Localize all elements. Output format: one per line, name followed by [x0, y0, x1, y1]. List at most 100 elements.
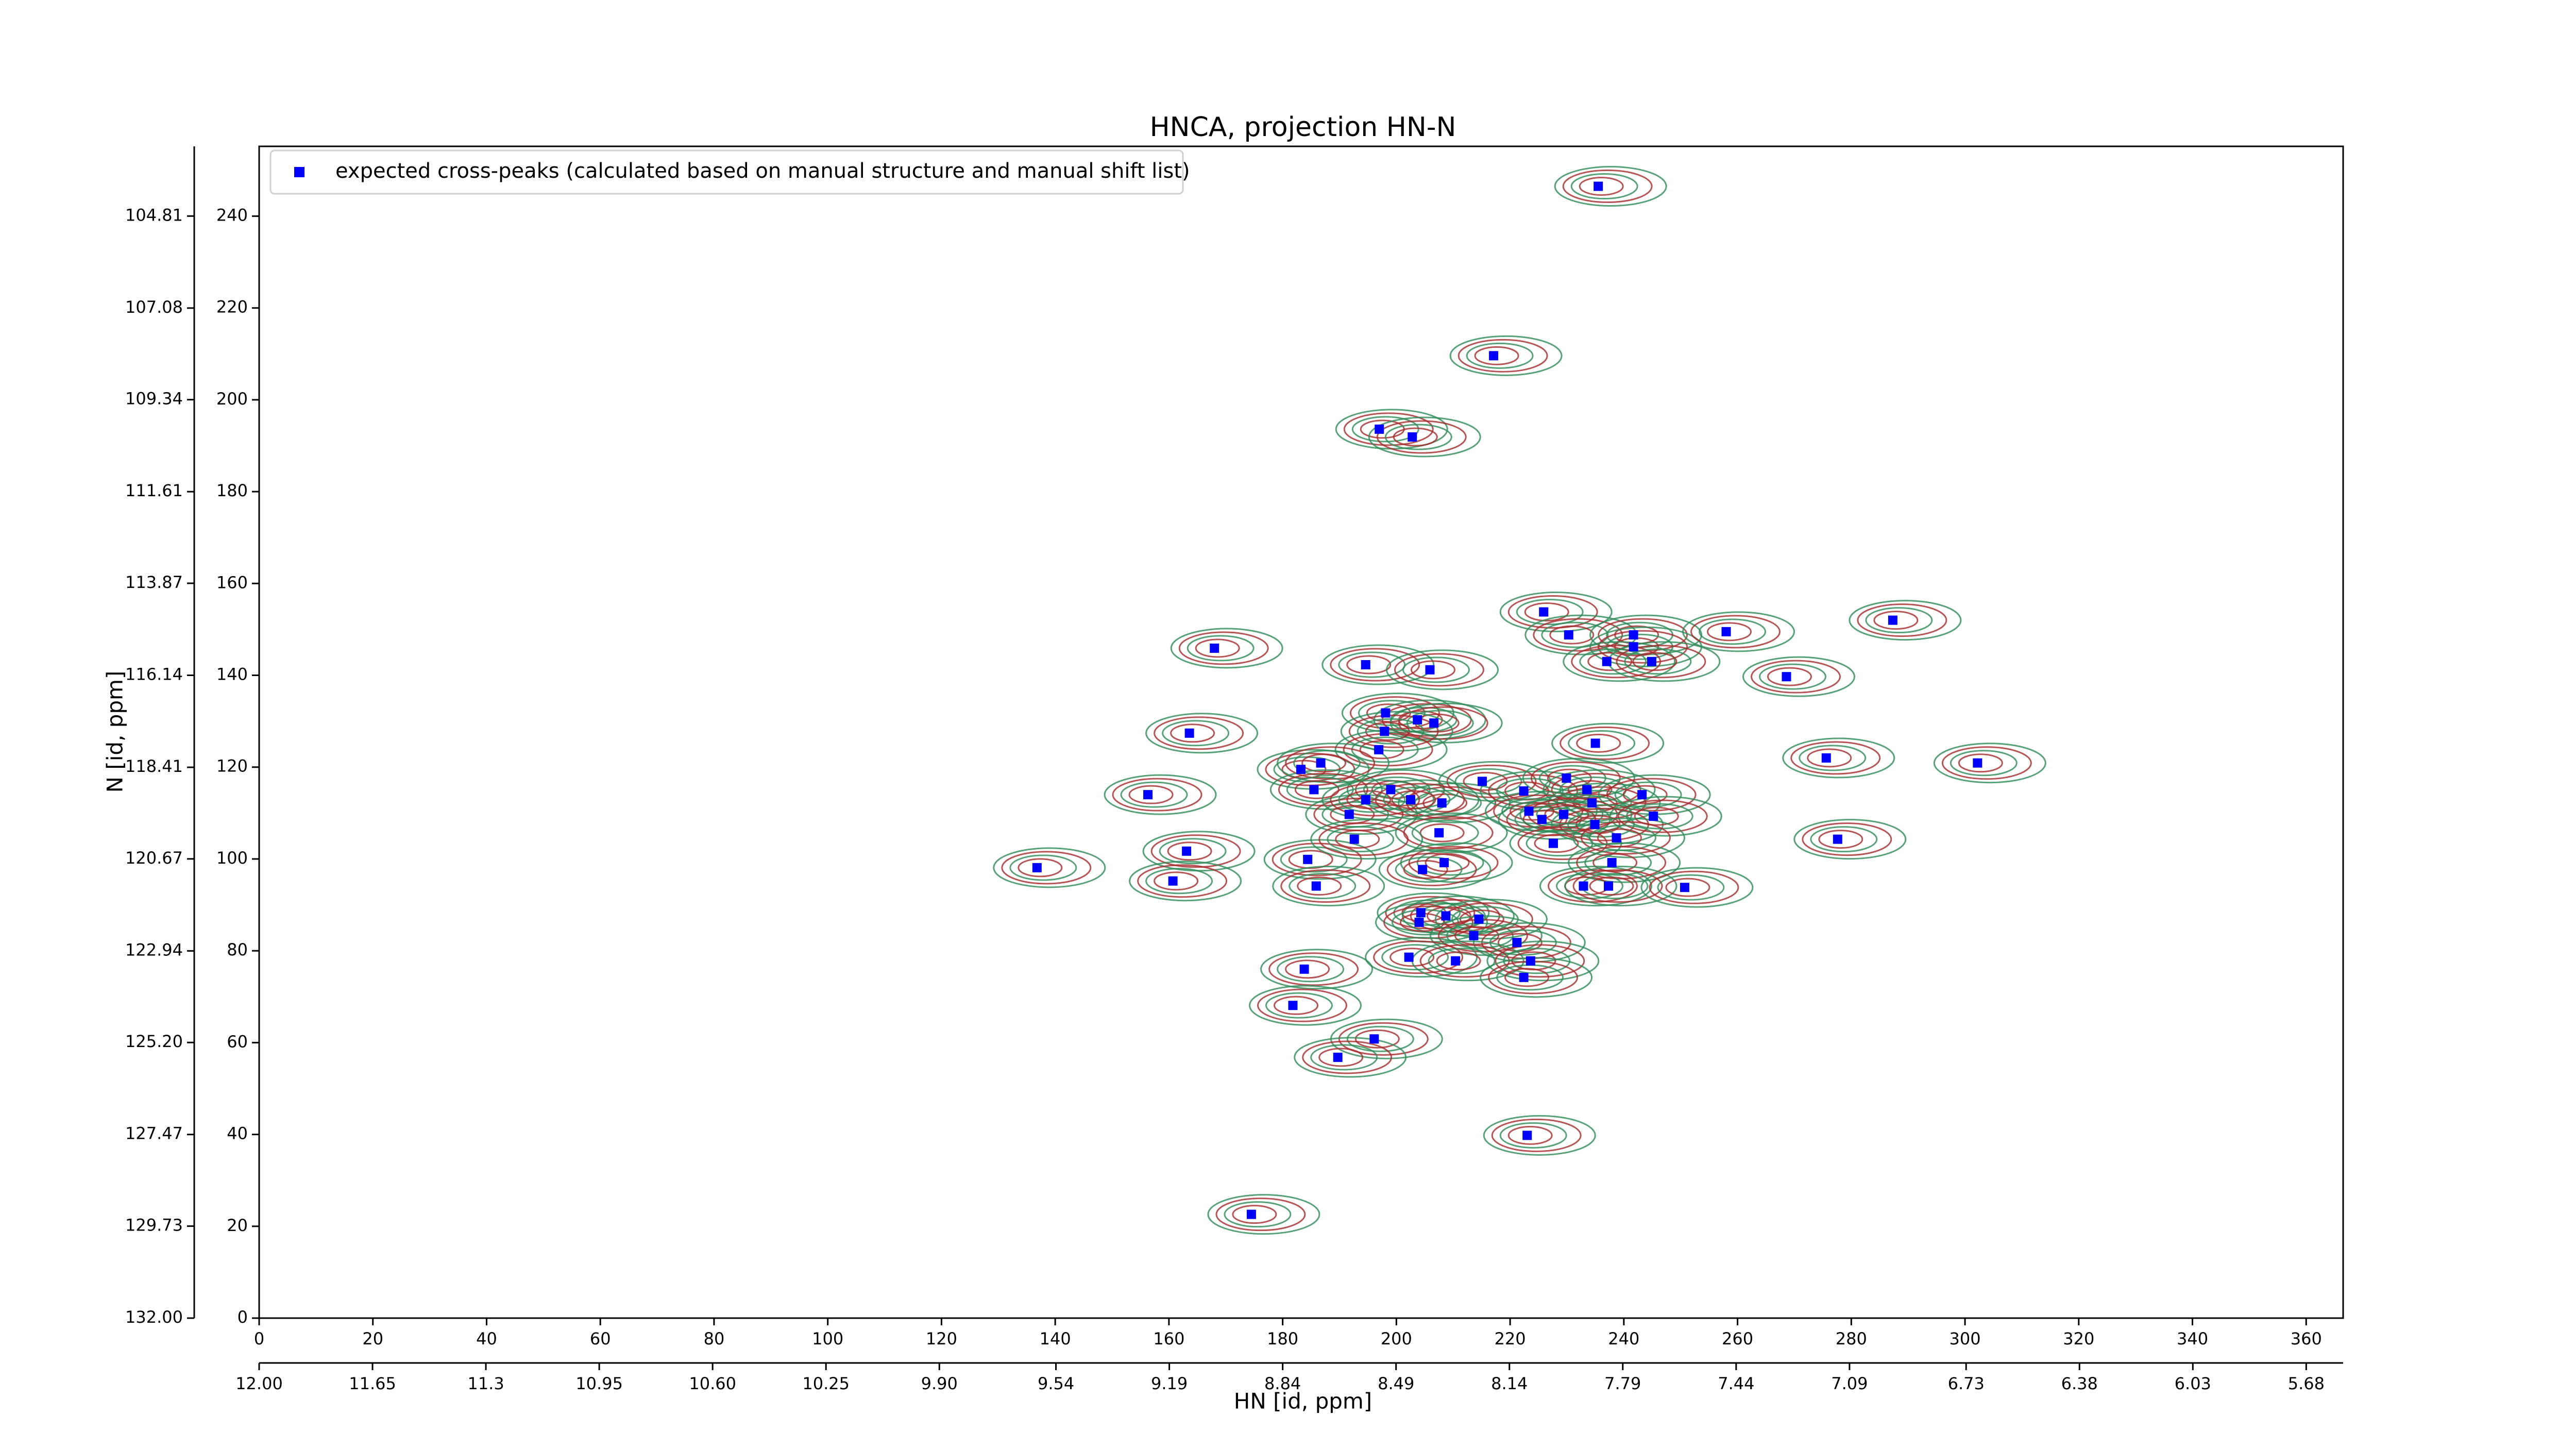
- y-tick-label: 120: [216, 756, 248, 776]
- contour: [1491, 1118, 1582, 1152]
- contour: [1933, 743, 2046, 784]
- contour: [1507, 595, 1598, 629]
- peak-marker: [1182, 846, 1192, 856]
- contour: [1383, 786, 1451, 813]
- contour: [1554, 166, 1667, 207]
- peak-marker: [1558, 810, 1568, 819]
- contour: [1634, 806, 1679, 826]
- peak-marker: [1782, 672, 1791, 682]
- x-tick-label: 180: [1267, 1329, 1298, 1349]
- contour: [1375, 783, 1465, 817]
- peak-marker: [1437, 798, 1447, 808]
- contour: [1334, 729, 1448, 770]
- contour: [1104, 774, 1217, 815]
- peak-marker: [1299, 964, 1309, 974]
- contour: [1657, 874, 1725, 901]
- contour: [1614, 781, 1682, 808]
- contour: [1507, 1125, 1553, 1145]
- x2-tick-label: 8.84: [1264, 1374, 1301, 1393]
- contour: [1170, 723, 1215, 743]
- peak-marker: [1032, 863, 1042, 872]
- contour: [1293, 750, 1361, 777]
- contour: [1571, 645, 1662, 679]
- contour: [1346, 790, 1392, 810]
- contour: [1365, 937, 1478, 978]
- contour: [1516, 599, 1584, 626]
- peak-marker: [1386, 785, 1396, 795]
- contour: [1790, 741, 1881, 775]
- peak-marker: [1548, 838, 1558, 848]
- peak-marker: [1590, 820, 1600, 830]
- peak-marker: [1721, 627, 1731, 636]
- plot-frame: [258, 145, 2344, 1319]
- contour: [1302, 1040, 1393, 1074]
- x2-tick-label: 6.73: [1948, 1374, 1985, 1393]
- contour: [1950, 750, 2018, 777]
- contour: [1167, 841, 1212, 861]
- contour: [1485, 790, 1598, 832]
- contour: [1224, 1201, 1292, 1228]
- contour: [1810, 826, 1878, 853]
- contour: [1551, 722, 1665, 764]
- contour: [1802, 822, 1892, 856]
- contour: [1499, 592, 1613, 633]
- contour: [1343, 412, 1434, 446]
- legend-text: expected cross-peaks (calculated based o…: [335, 159, 1190, 183]
- peak-marker: [1143, 790, 1153, 800]
- x-tick-label: 260: [1722, 1329, 1753, 1349]
- contour: [1649, 870, 1739, 904]
- contour: [1159, 838, 1227, 865]
- peak-marker: [1519, 786, 1529, 796]
- y2-tick-label: 104.81: [125, 205, 183, 225]
- contour: [1257, 988, 1347, 1022]
- x-tick-label: 300: [1950, 1329, 1981, 1349]
- x-tick-label: 340: [2177, 1329, 2208, 1349]
- x-tick-label: 20: [362, 1329, 383, 1349]
- y2-tick-label: 132.00: [125, 1307, 183, 1327]
- x2-tick-label: 6.38: [2061, 1374, 2098, 1393]
- peak-marker: [1246, 1209, 1256, 1219]
- peak-marker: [1374, 745, 1384, 754]
- contour: [1454, 926, 1499, 946]
- contour: [1519, 794, 1633, 835]
- peak-marker: [1680, 883, 1689, 892]
- peak-marker: [1821, 753, 1831, 763]
- contour: [1340, 711, 1453, 752]
- y2-tick-label: 122.94: [125, 940, 183, 959]
- x2-tick-label: 11.3: [467, 1374, 504, 1393]
- contour: [1568, 730, 1636, 756]
- y-tick-label: 180: [216, 481, 248, 500]
- contour: [993, 847, 1106, 888]
- contour: [1384, 424, 1452, 450]
- contour: [1001, 851, 1092, 885]
- contour: [1394, 653, 1484, 687]
- contour: [1145, 868, 1213, 895]
- contour: [1310, 819, 1423, 860]
- peak-marker: [1369, 1034, 1379, 1044]
- peak-marker: [1416, 908, 1426, 918]
- contour: [1587, 652, 1633, 671]
- y2-tick-label: 109.34: [125, 389, 183, 409]
- contour: [1504, 968, 1550, 987]
- peak-marker: [1333, 1052, 1343, 1062]
- peak-marker: [1522, 1131, 1532, 1140]
- contour: [1289, 873, 1357, 900]
- contour: [1572, 817, 1685, 858]
- y-tick-label: 200: [216, 389, 248, 409]
- x-tick-label: 160: [1153, 1329, 1184, 1349]
- peak-marker: [1429, 718, 1439, 728]
- chart-title: HNCA, projection HN-N: [1150, 112, 1456, 143]
- contour: [1232, 1205, 1277, 1224]
- y-tick-label: 220: [216, 297, 248, 317]
- contour: [1624, 648, 1692, 675]
- contour: [1793, 819, 1907, 860]
- contour: [1385, 649, 1499, 690]
- peak-marker: [1414, 917, 1424, 927]
- contour: [1294, 780, 1340, 799]
- contour: [1310, 1044, 1378, 1071]
- peak-marker: [1439, 858, 1449, 868]
- y-tick-label: 240: [216, 205, 248, 225]
- contour: [1318, 822, 1409, 856]
- x2-tick-label: 8.14: [1491, 1374, 1528, 1393]
